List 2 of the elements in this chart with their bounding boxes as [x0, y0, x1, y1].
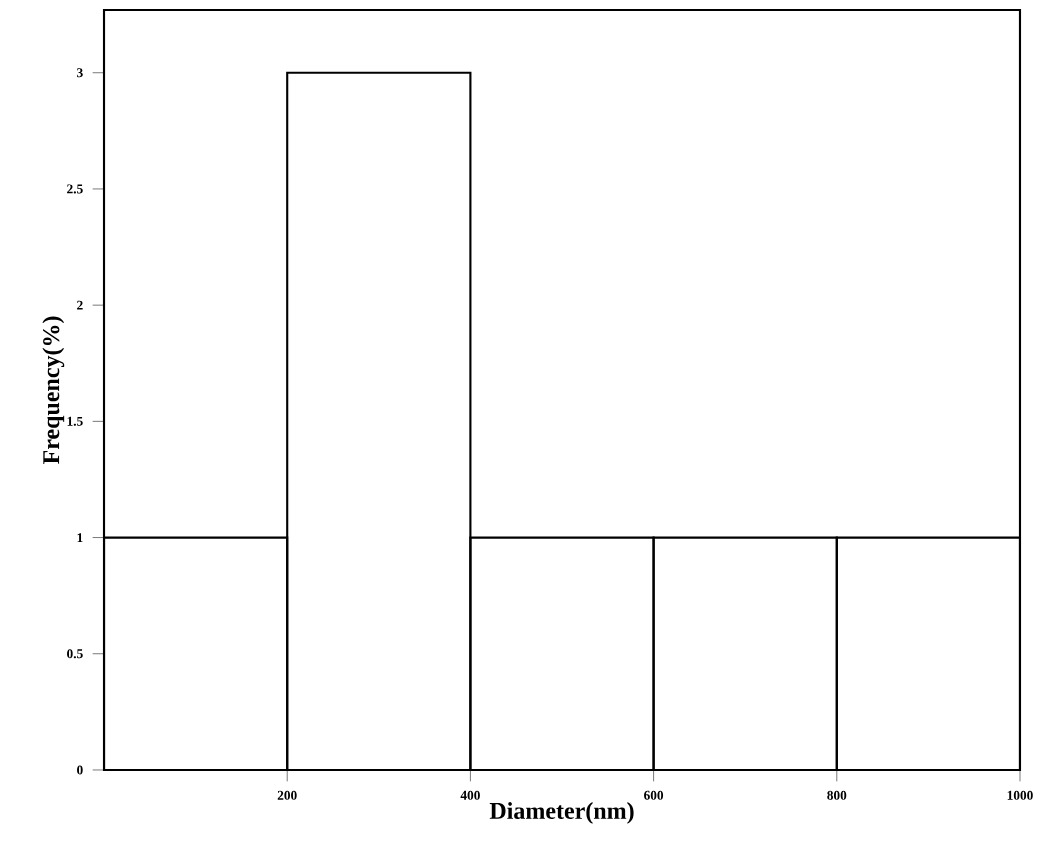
x-axis-title: Diameter(nm)	[489, 802, 634, 824]
y-axis-title: Frequency(%)	[42, 316, 65, 464]
